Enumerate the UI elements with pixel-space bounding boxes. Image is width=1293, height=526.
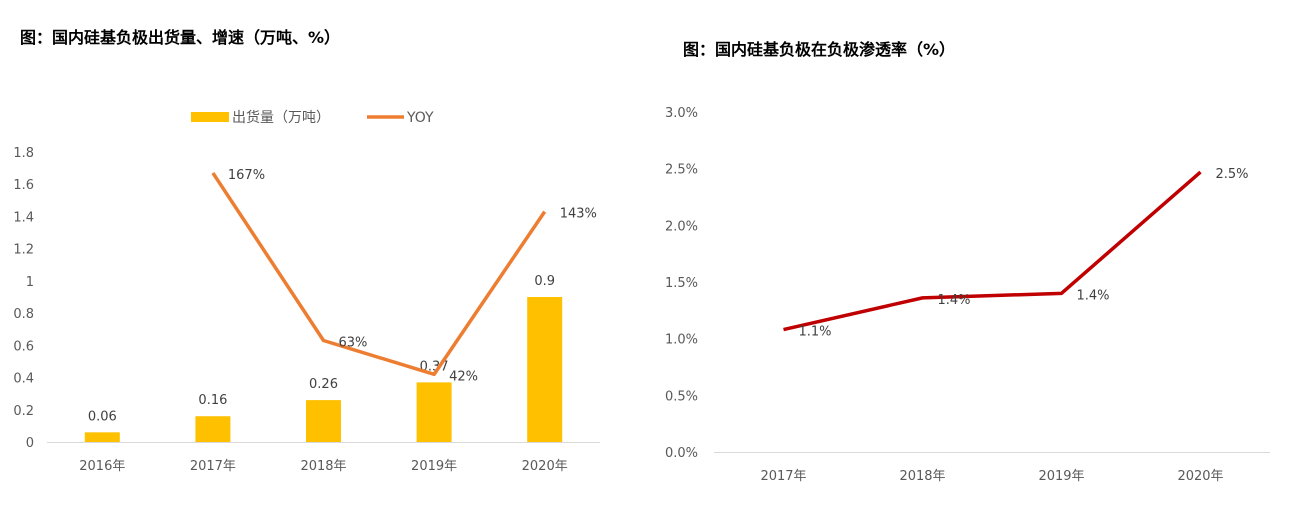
y-tick-right: 2.0% [665, 219, 698, 234]
x-tick-left: 2018年 [300, 459, 346, 474]
bar [527, 297, 563, 442]
bar-value-label: 0.16 [198, 393, 227, 408]
chart-title-left: 图：国内硅基负极出货量、增速（万吨、%） [20, 28, 341, 47]
bar [416, 382, 452, 442]
bar-value-label: 0.9 [534, 274, 555, 289]
yoy-value-label: 42% [449, 369, 478, 384]
x-tick-right: 2020年 [1177, 469, 1223, 484]
penetration-value-label: 1.4% [938, 293, 971, 308]
x-tick-left: 2017年 [190, 459, 236, 474]
penetration-value-label: 1.1% [799, 325, 832, 340]
yoy-value-label: 63% [339, 336, 368, 351]
y-tick-right: 1.0% [665, 333, 698, 348]
y-tick-left: 1.6 [13, 178, 34, 193]
bar [306, 400, 341, 442]
yoy-line [211, 171, 547, 377]
y-tick-left: 0 [26, 436, 34, 451]
yoy-value-label: 167% [228, 168, 265, 183]
penetration-value-label: 1.4% [1077, 288, 1110, 303]
penetration-value-label: 2.5% [1216, 167, 1249, 182]
y-tick-left: 1.4 [13, 210, 34, 225]
chart-title-right: 图：国内硅基负极在负极渗透率（%） [683, 40, 956, 59]
y-tick-left: 1.8 [13, 146, 34, 161]
bar [195, 416, 231, 442]
x-tick-right: 2017年 [760, 469, 806, 484]
y-tick-right: 3.0% [665, 106, 698, 121]
x-tick-left: 2019年 [411, 459, 457, 474]
y-tick-left: 0.8 [13, 307, 34, 322]
bar [84, 432, 120, 442]
y-tick-left: 1 [26, 275, 34, 290]
bar-value-label: 0.26 [309, 377, 338, 392]
x-tick-right: 2018年 [899, 469, 945, 484]
x-tick-left: 2020年 [522, 459, 568, 474]
legend-label-bar: 出货量（万吨） [232, 109, 330, 126]
y-tick-right: 2.5% [665, 163, 698, 178]
legend-label-line: YOY [406, 110, 434, 126]
x-tick-left: 2016年 [79, 459, 125, 474]
y-tick-right: 0.5% [665, 389, 698, 404]
penetration-line [783, 170, 1202, 332]
legend-swatch-bar [191, 112, 229, 122]
bar-value-label: 0.06 [88, 409, 117, 424]
y-tick-left: 0.2 [13, 404, 34, 419]
x-tick-right: 2019年 [1038, 469, 1084, 484]
y-tick-left: 1.2 [13, 243, 34, 258]
y-tick-right: 1.5% [665, 276, 698, 291]
y-tick-left: 0.4 [13, 372, 34, 387]
yoy-value-label: 143% [560, 207, 597, 222]
y-tick-right: 0.0% [665, 446, 698, 461]
y-tick-left: 0.6 [13, 339, 34, 354]
